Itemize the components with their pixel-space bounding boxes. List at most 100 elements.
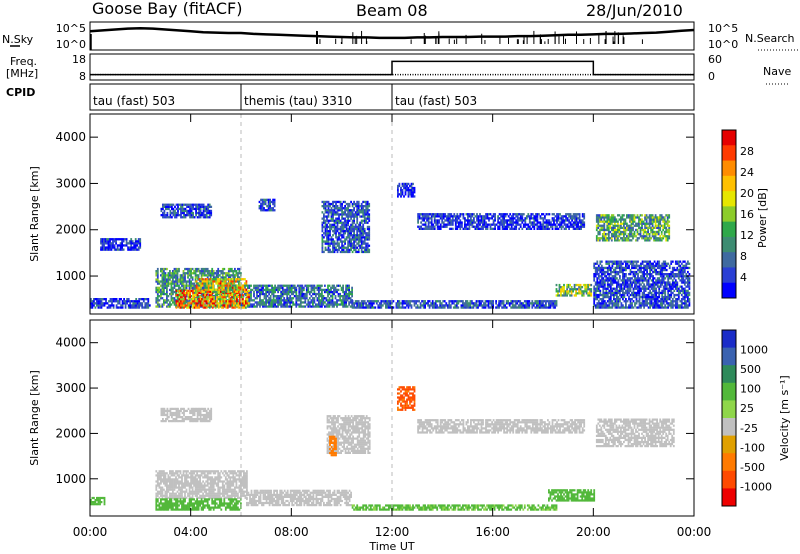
heatmap-cell	[603, 283, 606, 286]
heatmap-cell	[683, 279, 686, 282]
heatmap-cell	[161, 290, 164, 294]
heatmap-cell	[208, 272, 211, 275]
heatmap-cell	[350, 223, 352, 226]
heatmap-cell	[222, 291, 225, 295]
cpid-label: CPID	[6, 86, 35, 99]
heatmap-cell	[489, 213, 492, 216]
heatmap-cell	[436, 213, 439, 216]
heatmap-cell	[315, 295, 317, 298]
heatmap-cell	[175, 272, 177, 275]
heatmap-cell	[359, 211, 362, 214]
heatmap-cell	[635, 279, 638, 282]
heatmap-cell	[668, 264, 671, 267]
heatmap-cell	[334, 303, 337, 306]
noise-panel-frame	[89, 21, 695, 51]
heatmap-cell	[673, 295, 676, 299]
heatmap-cell	[199, 295, 202, 299]
heatmap-cell	[357, 238, 360, 241]
heatmap-cell	[655, 264, 657, 267]
heatmap-cell	[538, 213, 540, 216]
heatmap-cell	[602, 268, 605, 272]
heatmap-cell	[687, 262, 689, 265]
heatmap-cell	[347, 205, 349, 208]
heatmap-cell	[172, 270, 174, 273]
heatmap-cell	[536, 302, 538, 305]
heatmap-cell	[324, 202, 327, 206]
heatmap-cell	[603, 287, 606, 290]
heatmap-cell	[443, 304, 446, 307]
heatmap-cell	[464, 219, 466, 222]
heatmap-cell	[480, 219, 483, 222]
heatmap-cell	[206, 270, 209, 273]
heatmap-cell	[603, 306, 606, 309]
heatmap-cell	[293, 303, 296, 306]
heatmap-cell	[682, 302, 685, 305]
heatmap-cell	[519, 306, 522, 309]
heatmap-cell	[216, 278, 219, 281]
heatmap-cell	[357, 236, 360, 239]
heatmap-cell	[218, 284, 221, 287]
heatmap-cell	[536, 217, 539, 220]
heatmap-cell	[594, 262, 597, 265]
heatmap-cell	[490, 302, 493, 305]
heatmap-cell	[551, 213, 554, 216]
heatmap-cell	[250, 303, 252, 306]
heatmap-cell	[569, 223, 572, 226]
heatmap-cell	[637, 260, 639, 263]
heatmap-cell	[266, 284, 269, 287]
heatmap-cell	[161, 292, 164, 296]
heatmap-cell	[321, 223, 324, 226]
heatmap-cell	[554, 302, 556, 305]
heatmap-cell	[658, 291, 661, 295]
heatmap-cell	[205, 300, 208, 303]
heatmap-cell	[316, 303, 319, 306]
heatmap-cell	[403, 306, 405, 309]
heatmap-cell	[677, 275, 680, 278]
heatmap-cell	[653, 283, 656, 286]
heatmap-cell	[248, 293, 250, 297]
heatmap-cell	[251, 303, 254, 306]
heatmap-cell	[491, 223, 493, 226]
heatmap-cell	[202, 304, 205, 307]
heatmap-cell	[671, 279, 674, 282]
heatmap-cell	[175, 280, 177, 283]
heatmap-cell	[284, 301, 287, 304]
heatmap-cell	[647, 302, 650, 305]
heatmap-cell	[548, 302, 550, 305]
heatmap-cell	[673, 283, 676, 286]
heatmap-cell	[206, 286, 209, 289]
heatmap-cell	[277, 284, 279, 287]
heatmap-cell	[147, 304, 150, 307]
heatmap-cell	[670, 302, 673, 305]
heatmap-cell	[542, 219, 545, 222]
heatmap-cell	[513, 227, 516, 230]
heatmap-cell	[327, 292, 329, 296]
heatmap-cell	[557, 215, 560, 218]
heatmap-cell	[242, 303, 245, 306]
heatmap-cell	[680, 289, 683, 292]
heatmap-cell	[302, 301, 305, 304]
heatmap-cell	[280, 303, 283, 306]
heatmap-cell	[360, 304, 363, 307]
heatmap-cell	[608, 262, 611, 265]
heatmap-cell	[335, 248, 337, 251]
heatmap-cell	[204, 300, 207, 303]
heatmap-cell	[611, 270, 614, 274]
heatmap-cell	[354, 211, 357, 214]
heatmap-cell	[679, 275, 682, 278]
heatmap-cell	[155, 301, 158, 304]
heatmap-cell	[616, 302, 618, 305]
heatmap-cell	[572, 213, 575, 216]
heatmap-cell	[234, 280, 236, 283]
heatmap-cell	[214, 304, 217, 307]
heatmap-cell	[596, 279, 599, 282]
heatmap-cell	[687, 277, 689, 280]
heatmap-cell	[575, 294, 577, 297]
heatmap-cell	[481, 300, 484, 303]
heatmap-cell	[643, 260, 645, 263]
heatmap-cell	[644, 285, 647, 288]
heatmap-cell	[195, 300, 197, 303]
heatmap-cell	[647, 266, 650, 270]
heatmap-cell	[211, 291, 214, 295]
heatmap-cell	[281, 295, 284, 298]
